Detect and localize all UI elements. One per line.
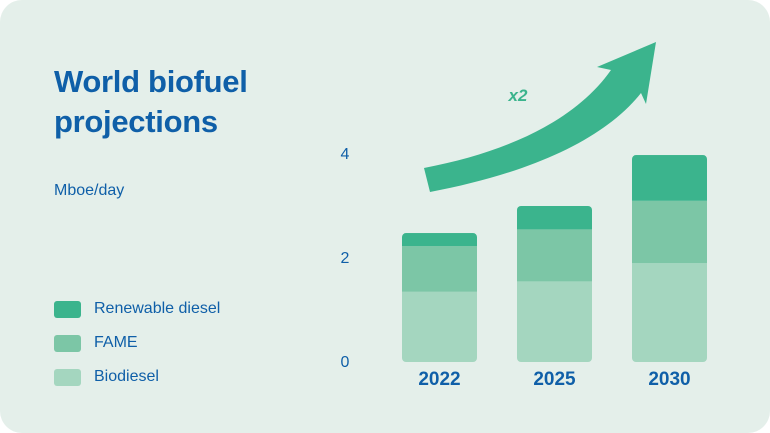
bar-stack-2030: [632, 155, 707, 362]
x-tick-label-2022: 2022: [418, 369, 460, 390]
legend-item-renewable-diesel: Renewable diesel: [54, 298, 220, 320]
bar-renewable-diesel-2030: [632, 155, 707, 201]
bars-group: [402, 155, 707, 362]
y-axis-unit-label: Mboe/day: [54, 182, 125, 199]
y-tick-label: 2: [341, 250, 350, 267]
legend: Renewable diesel FAME Biodiesel: [54, 298, 220, 400]
legend-swatch-biodiesel: [54, 368, 81, 386]
legend-label-fame: FAME: [94, 334, 138, 351]
legend-item-biodiesel: Biodiesel: [54, 366, 220, 388]
bar-renewable-diesel-2025: [517, 206, 592, 230]
bar-stack-2022: [402, 233, 477, 362]
bar-biodiesel-2025: [517, 281, 592, 362]
chart-title: World biofuel projections: [54, 64, 248, 139]
growth-arrow-icon: [424, 42, 656, 192]
bar-fame-2025: [517, 229, 592, 282]
x-tick-label-2030: 2030: [648, 369, 690, 390]
legend-item-fame: FAME: [54, 332, 220, 354]
legend-label-biodiesel: Biodiesel: [94, 368, 159, 385]
bar-biodiesel-2022: [402, 291, 477, 362]
growth-annotation: x2: [508, 86, 528, 105]
x-tick-label-2025: 2025: [533, 369, 576, 390]
legend-label-renewable-diesel: Renewable diesel: [94, 300, 221, 317]
bar-biodiesel-2030: [632, 263, 707, 362]
bar-stack-2025: [517, 206, 592, 362]
y-tick-label: 0: [341, 354, 350, 371]
bar-fame-2030: [632, 200, 707, 264]
legend-swatch-fame: [54, 334, 81, 352]
legend-swatch-renewable-diesel: [54, 300, 81, 318]
bar-renewable-diesel-2022: [402, 233, 477, 247]
y-axis-ticks: 0 2 4: [341, 146, 350, 371]
y-tick-label: 4: [341, 146, 350, 163]
x-axis-ticks: 2022 2025 2030: [418, 369, 690, 390]
bar-fame-2022: [402, 246, 477, 292]
